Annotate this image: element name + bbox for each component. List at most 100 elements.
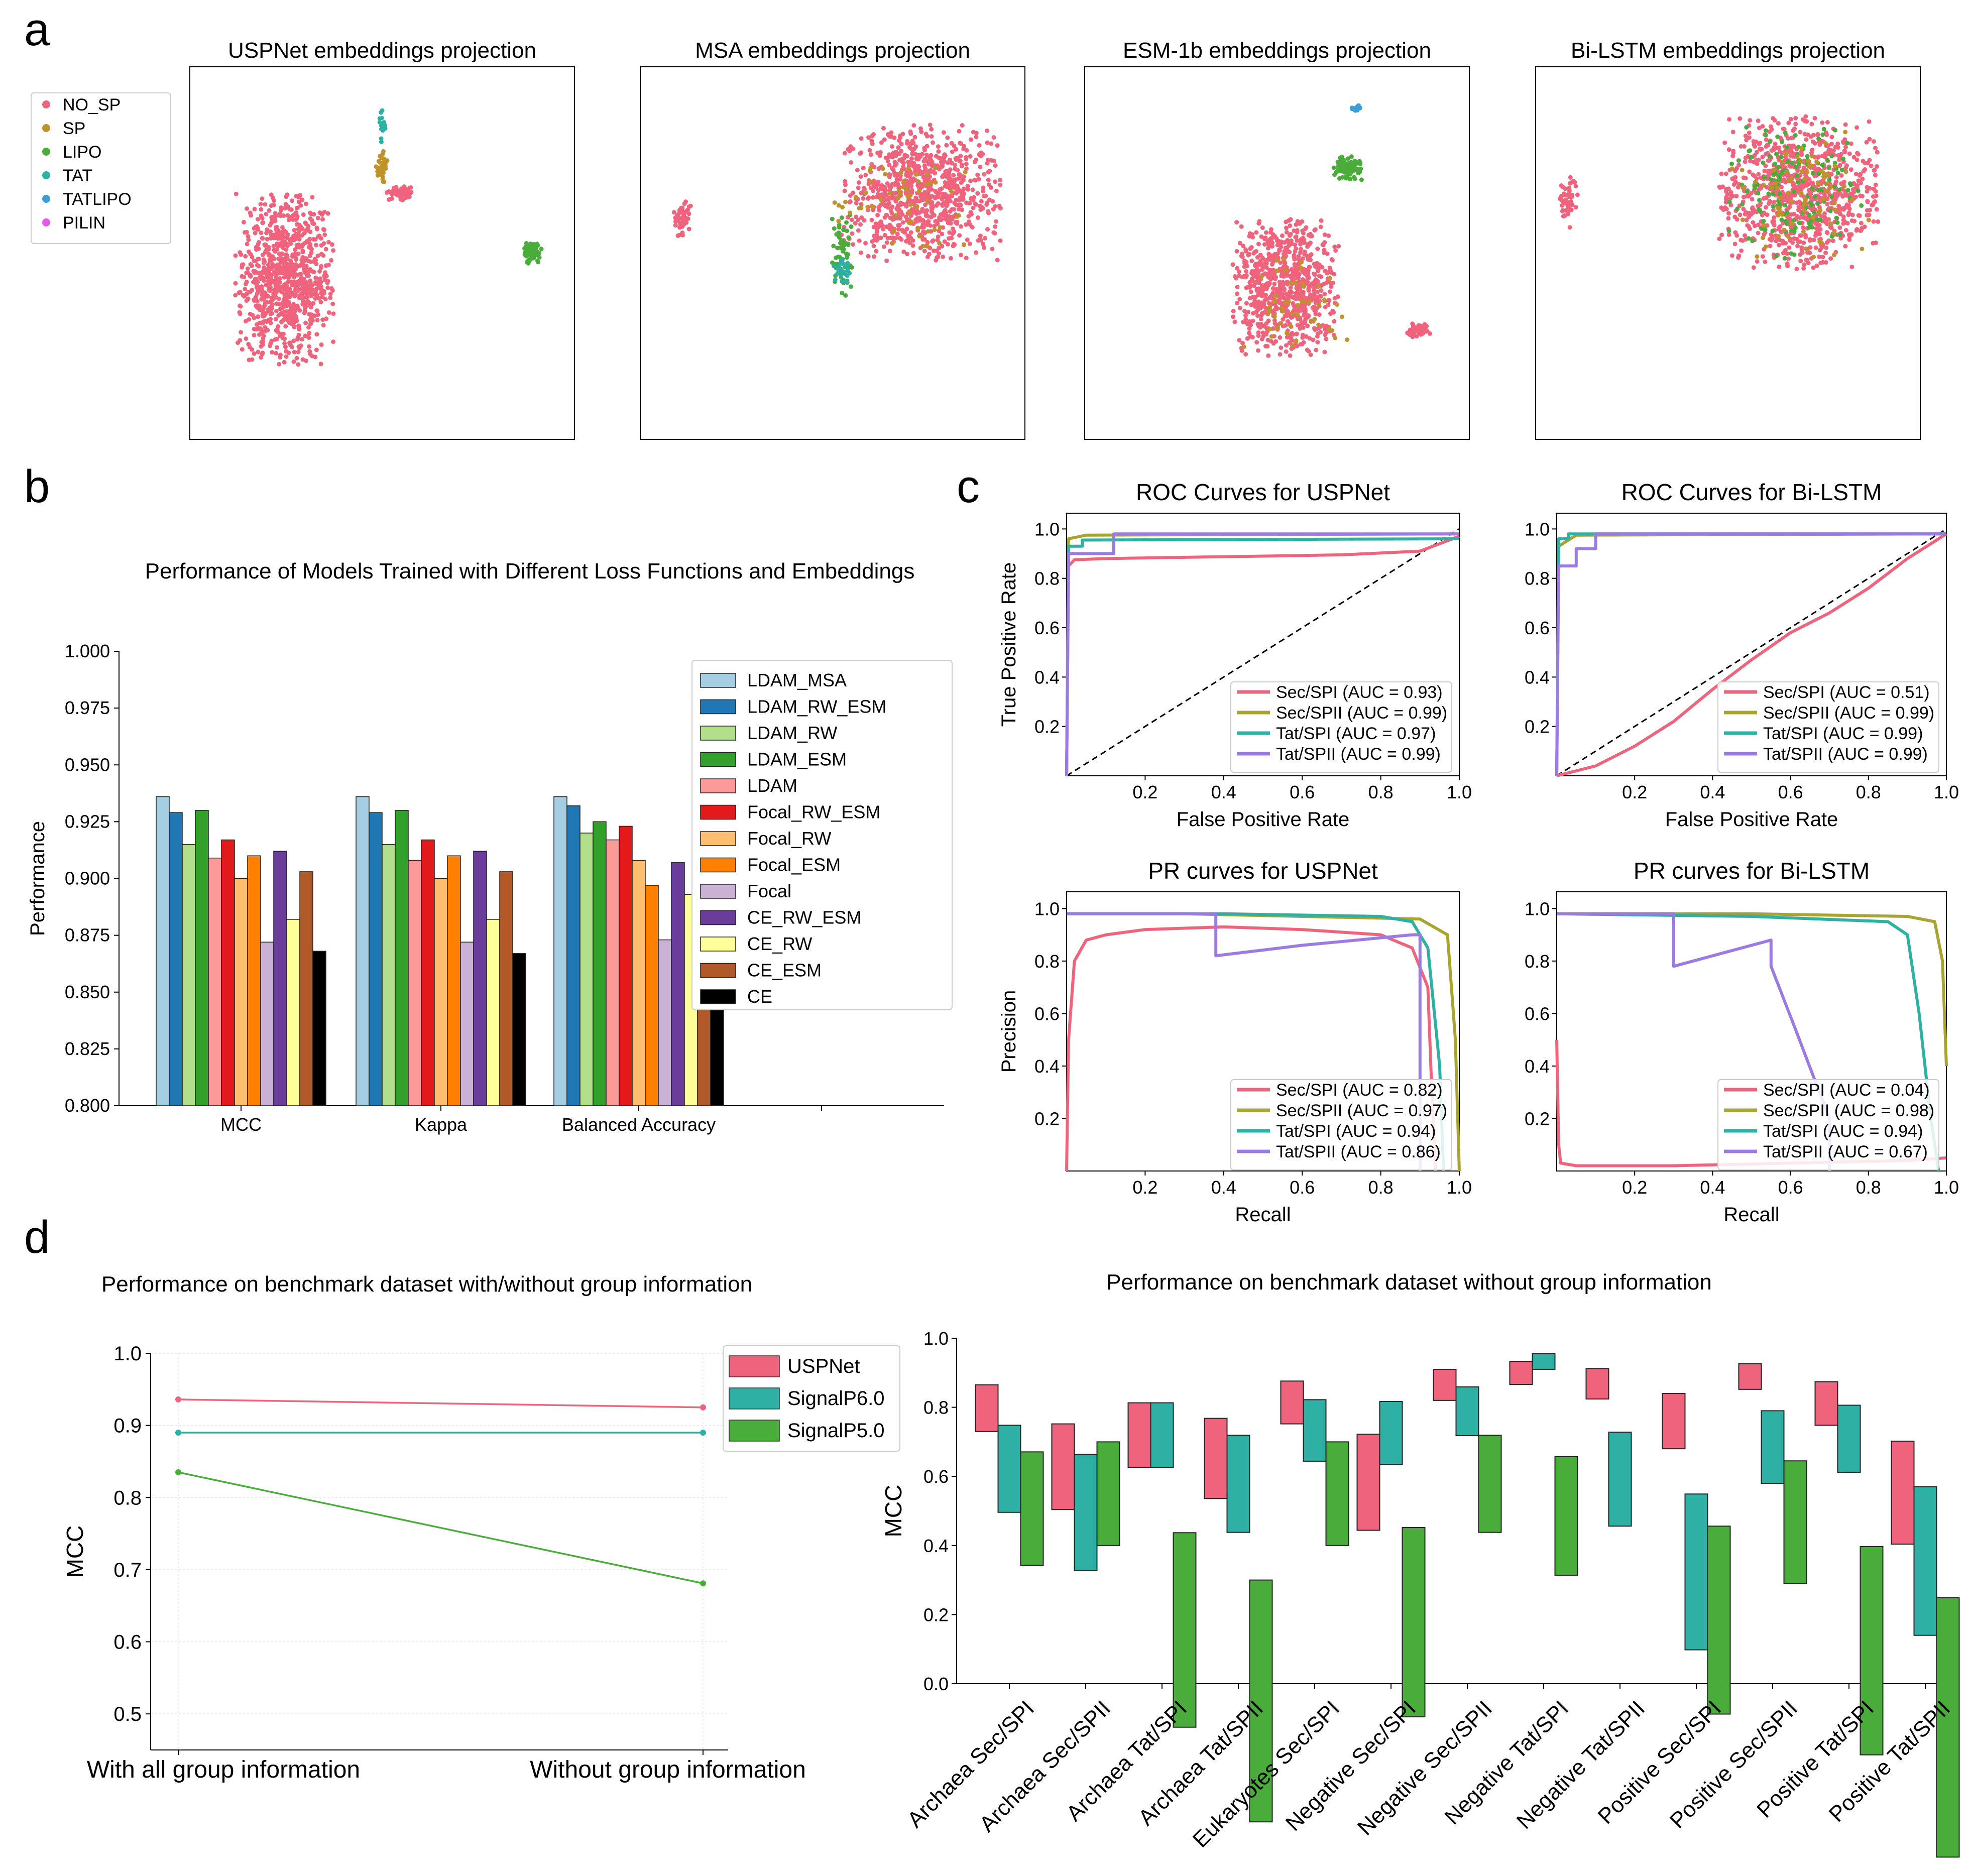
plot-title: PR curves for USPNet (1148, 858, 1378, 884)
scatter-point (1798, 259, 1803, 264)
scatter-point (1272, 321, 1278, 326)
scatter-point (298, 203, 303, 208)
scatter-point (985, 227, 990, 232)
x-tick-label: 0.6 (1290, 782, 1315, 802)
scatter-point (1756, 119, 1761, 123)
scatter-point (1834, 194, 1839, 199)
scatter-point (304, 256, 309, 261)
scatter-point (284, 243, 288, 247)
scatter-point (906, 166, 911, 171)
scatter-point (1848, 141, 1853, 146)
y-tick-label: 1.0 (113, 1343, 142, 1365)
scatter-point (291, 338, 296, 343)
scatter-point (255, 263, 260, 268)
legend-label: SignalP6.0 (787, 1387, 884, 1410)
scatter-point (951, 180, 956, 185)
bar (632, 860, 646, 1106)
legend-label: Tat/SPII (AUC = 0.99) (1763, 745, 1928, 764)
scatter-point (888, 223, 893, 228)
scatter-point (1832, 207, 1837, 212)
scatter-point (1844, 163, 1849, 168)
scatter-point (1781, 127, 1786, 132)
scatter-point (321, 241, 326, 246)
scatter-point (1266, 353, 1271, 358)
scatter-point (1573, 184, 1578, 189)
scatter-point (1263, 343, 1268, 348)
scatter-point (1237, 297, 1242, 302)
scatter-point (1232, 319, 1237, 324)
scatter-point (920, 244, 925, 249)
scatter-point (1785, 210, 1790, 215)
scatter-point (1325, 271, 1329, 276)
scatter-point (1255, 293, 1260, 298)
scatter-point (1292, 296, 1297, 301)
scatter-point (920, 237, 925, 242)
scatter-point (303, 241, 308, 246)
scatter-point (923, 132, 929, 137)
scatter-point (1241, 344, 1246, 349)
scatter-point (379, 140, 384, 145)
scatter-point (1873, 173, 1878, 178)
bar (1325, 1441, 1349, 1546)
scatter-point (1249, 259, 1254, 263)
x-tick-label: 0.4 (1700, 782, 1725, 802)
scatter-point (949, 188, 954, 193)
scatter-point (1722, 140, 1727, 145)
scatter-point (383, 126, 388, 131)
scatter-point (281, 302, 286, 307)
scatter-point (861, 166, 866, 170)
scatter-point (294, 356, 299, 361)
scatter-point (297, 228, 302, 233)
scatter-point (682, 221, 686, 226)
scatter-point (1297, 272, 1302, 277)
scatter-point (265, 318, 270, 323)
bar (208, 858, 222, 1106)
scatter-point (937, 228, 942, 233)
scatter-point (855, 168, 860, 173)
scatter-point (925, 229, 931, 234)
scatter-point (1349, 154, 1354, 159)
scatter-point (260, 321, 265, 326)
scatter-point (1815, 133, 1820, 138)
scatter-point (257, 275, 262, 280)
scatter-point (1861, 159, 1866, 164)
bar (369, 812, 383, 1106)
scatter-point (916, 179, 921, 184)
scatter-point (1823, 216, 1828, 221)
scatter-point (302, 309, 307, 314)
scatter-point (920, 217, 925, 222)
scatter-point (1864, 140, 1869, 145)
scatter-point (848, 284, 853, 289)
scatter-point (272, 269, 277, 274)
scatter-point (306, 335, 311, 340)
scatter-point (1304, 225, 1309, 230)
scatter-point (297, 293, 302, 298)
scatter-point (908, 131, 913, 136)
scatter-point (977, 143, 982, 148)
scatter-point (949, 194, 954, 199)
scatter-point (1804, 137, 1809, 142)
scatter-point (286, 217, 291, 222)
scatter-point (951, 173, 956, 178)
scatter-point (1777, 191, 1782, 196)
scatter-point (408, 191, 412, 196)
y-tick-label: 0.925 (65, 811, 110, 832)
scatter-point (260, 236, 265, 241)
scatter-point (1832, 184, 1837, 189)
scatter-point (1827, 177, 1832, 182)
scatter-point (1254, 249, 1259, 254)
scatter-point (1300, 269, 1305, 274)
scatter-point (315, 253, 320, 258)
scatter-point (971, 195, 976, 200)
scatter-point (314, 243, 318, 248)
bar (1020, 1451, 1044, 1566)
scatter-point (909, 183, 914, 188)
scatter-point (1786, 121, 1791, 126)
scatter-point (1795, 244, 1800, 249)
scatter-point (902, 230, 907, 235)
scatter-point (883, 172, 888, 177)
scatter-point (930, 200, 935, 205)
scatter-point (278, 256, 283, 261)
scatter-point (1848, 167, 1853, 172)
